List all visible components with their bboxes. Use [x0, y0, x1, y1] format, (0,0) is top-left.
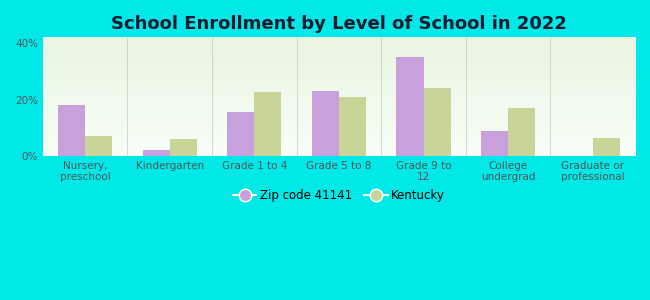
Bar: [593, 138, 619, 156]
Title: School Enrollment by Level of School in 2022: School Enrollment by Level of School in …: [111, 15, 567, 33]
Bar: [227, 112, 254, 156]
Legend: Zip code 41141, Kentucky: Zip code 41141, Kentucky: [228, 184, 450, 207]
Bar: [396, 57, 424, 156]
Bar: [424, 88, 450, 156]
Bar: [339, 97, 366, 156]
Bar: [58, 105, 85, 156]
Bar: [170, 139, 197, 156]
Bar: [143, 150, 170, 156]
Bar: [254, 92, 281, 156]
Bar: [85, 136, 112, 156]
Bar: [481, 130, 508, 156]
Bar: [508, 108, 535, 156]
Bar: [312, 91, 339, 156]
